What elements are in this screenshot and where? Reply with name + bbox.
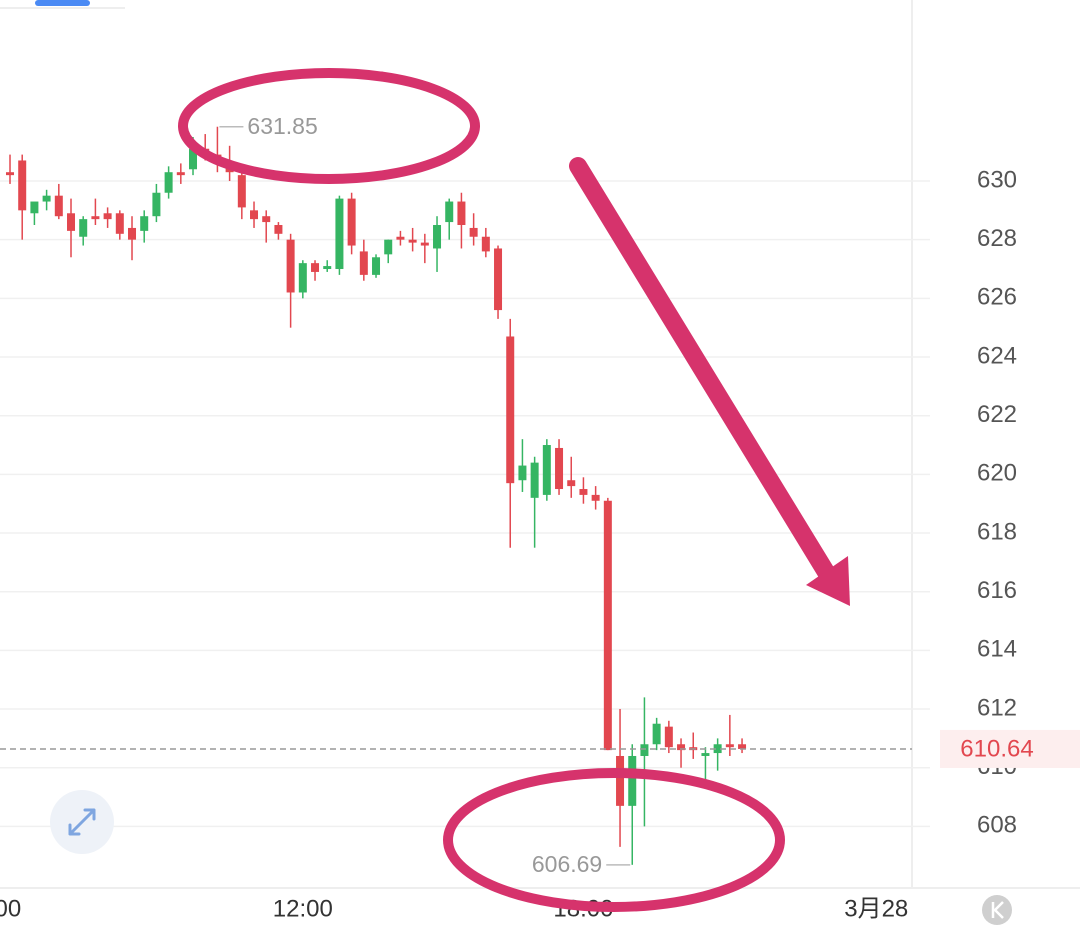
- candle-body: [713, 744, 722, 754]
- candle-body: [274, 225, 283, 234]
- plot-area: [0, 126, 912, 865]
- candle-body: [616, 755, 625, 806]
- candle-body: [189, 148, 198, 170]
- y-tick-label: 630: [977, 166, 1017, 193]
- candle-body: [335, 198, 344, 270]
- x-tick-label: 12:00: [273, 895, 333, 922]
- candle-body: [591, 494, 600, 501]
- candle-body: [140, 216, 149, 231]
- candle-body: [481, 236, 490, 252]
- candle-body: [738, 744, 747, 749]
- candle-body: [542, 445, 551, 495]
- candle-body: [323, 266, 332, 270]
- y-tick-label: 614: [977, 636, 1017, 663]
- x-tick-label: 6:00: [0, 895, 21, 922]
- tab-indicator: [35, 0, 90, 6]
- y-tick-label: 622: [977, 401, 1017, 428]
- candle-body: [530, 462, 539, 498]
- candle-body: [237, 175, 246, 208]
- collapse-button[interactable]: [982, 895, 1012, 925]
- candle-body: [152, 192, 161, 217]
- candle-body: [91, 216, 100, 220]
- candle-body: [408, 239, 417, 243]
- y-tick-label: 620: [977, 460, 1017, 487]
- candle-body: [103, 213, 112, 220]
- candle-body: [42, 195, 51, 202]
- y-tick-label: 624: [977, 342, 1017, 369]
- candle-body: [494, 248, 503, 311]
- y-tick-label: 608: [977, 812, 1017, 839]
- candle-body: [506, 336, 515, 484]
- last-price-tag: [940, 729, 1080, 768]
- candle-body: [54, 195, 63, 217]
- candle-body: [567, 480, 576, 487]
- highlight-ellipse: [178, 68, 480, 184]
- candle-body: [115, 213, 124, 234]
- candle-body: [176, 172, 185, 176]
- expand-icon[interactable]: [68, 808, 96, 836]
- candle-body: [6, 172, 15, 176]
- candle-body: [652, 723, 661, 745]
- high-label: 631.85: [247, 113, 317, 139]
- candle-body: [555, 447, 564, 490]
- candle-body: [640, 744, 649, 756]
- candle-body: [359, 251, 368, 275]
- expand-button[interactable]: [50, 790, 114, 854]
- y-tick-label: 626: [977, 284, 1017, 311]
- y-tick-label: 628: [977, 225, 1017, 252]
- candle-body: [579, 489, 588, 495]
- candle-body: [445, 201, 454, 223]
- candle-body: [18, 160, 27, 211]
- candle-body: [250, 210, 259, 220]
- candle-body: [396, 236, 405, 240]
- candle-body: [30, 201, 39, 214]
- candle-body: [286, 239, 295, 293]
- candle-body: [262, 216, 271, 223]
- candle-body: [677, 744, 686, 751]
- low-label: 606.69: [532, 851, 602, 877]
- candle-body: [79, 219, 88, 237]
- candle-body: [311, 263, 320, 272]
- trend-arrow-head: [806, 556, 850, 606]
- collapse-icon-bg[interactable]: [982, 895, 1012, 925]
- candle-body: [725, 744, 734, 748]
- candle-body: [128, 227, 137, 240]
- candle-body: [701, 753, 710, 756]
- candle-body: [628, 755, 637, 806]
- y-tick-label: 618: [977, 518, 1017, 545]
- collapse-icon[interactable]: [991, 901, 1004, 919]
- last-price-label: 610.64: [960, 735, 1033, 762]
- candle-body: [420, 242, 429, 246]
- candle-body: [347, 198, 356, 246]
- candle-body: [164, 172, 173, 193]
- candle-body: [603, 500, 612, 751]
- candle-body: [664, 726, 673, 748]
- annotations-overlay: [178, 68, 850, 912]
- candle-body: [457, 201, 466, 226]
- y-tick-label: 616: [977, 577, 1017, 604]
- candle-body: [384, 239, 393, 255]
- candle-body: [67, 213, 76, 231]
- candle-body: [518, 465, 527, 481]
- x-tick-label: 3月28: [844, 895, 908, 922]
- y-tick-label: 612: [977, 694, 1017, 721]
- candle-body: [433, 225, 442, 249]
- candle-body: [372, 257, 381, 275]
- candle-body: [298, 263, 307, 293]
- highlight-ellipse: [443, 768, 785, 912]
- candle-body: [469, 227, 478, 237]
- trend-arrow: [569, 157, 835, 581]
